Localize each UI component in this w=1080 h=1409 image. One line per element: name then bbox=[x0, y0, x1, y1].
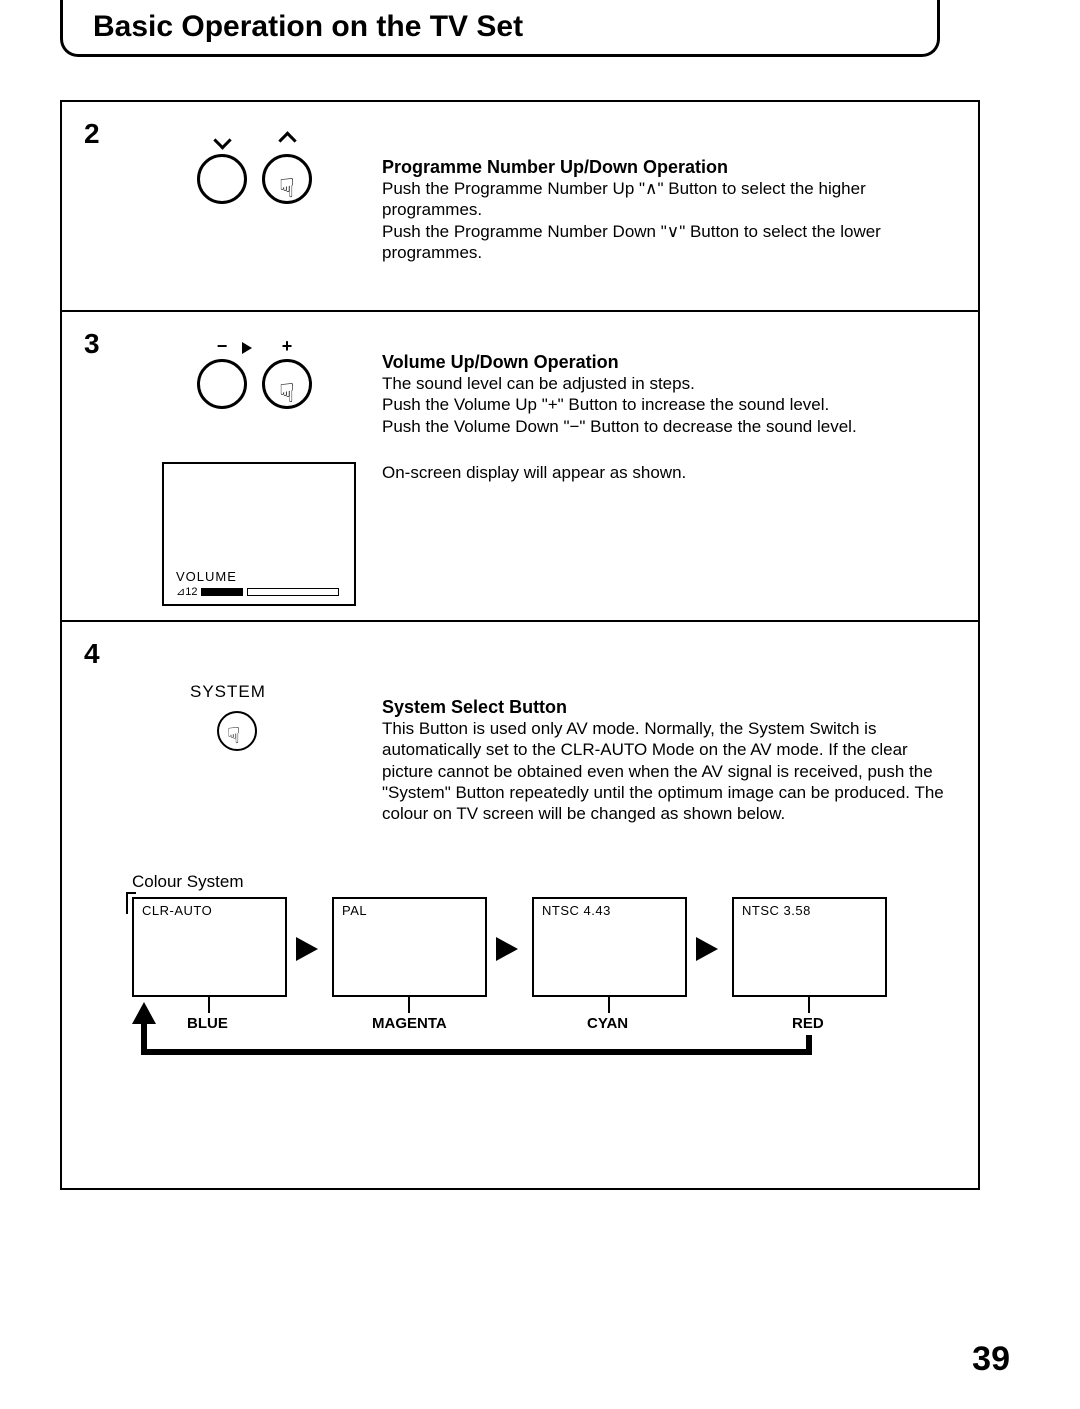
cs-node-ntsc358-label: NTSC 3.58 bbox=[742, 903, 811, 918]
cs-node-clr-auto: CLR-AUTO bbox=[132, 897, 287, 997]
section-3-body: The sound level can be adjusted in steps… bbox=[382, 373, 952, 437]
osd-volume-label: VOLUME bbox=[176, 569, 237, 584]
cs-title-connector bbox=[126, 892, 136, 914]
section-4-desc: System Select Button This Button is used… bbox=[382, 697, 952, 824]
cs-node-3-colour: CYAN bbox=[587, 1015, 628, 1032]
return-arrow-head-icon bbox=[132, 1002, 156, 1024]
section-2: 2 ☟ Programme Number Up/Down Operation P… bbox=[62, 102, 978, 312]
cs-node-2-connector bbox=[408, 997, 410, 1013]
vol-up-col: + ☟ bbox=[257, 337, 317, 409]
hand-pointer-icon: ☟ bbox=[279, 380, 295, 406]
cs-node-1-colour: BLUE bbox=[187, 1015, 228, 1032]
section-4-body: This Button is used only AV mode. Normal… bbox=[382, 718, 952, 824]
cs-arrow-1 bbox=[296, 937, 318, 961]
section-2-desc: Programme Number Up/Down Operation Push … bbox=[382, 157, 952, 263]
tv-osd-preview: VOLUME ⊿12 bbox=[162, 462, 356, 606]
osd-volume-bar: ⊿12 bbox=[176, 585, 339, 598]
main-content-box: 2 ☟ Programme Number Up/Down Operation P… bbox=[60, 100, 980, 1190]
vol-down-button[interactable] bbox=[197, 359, 247, 409]
section-4-heading: System Select Button bbox=[382, 697, 952, 718]
chevron-down-icon bbox=[192, 132, 252, 150]
speaker-icon bbox=[242, 339, 252, 357]
cs-arrow-2 bbox=[496, 937, 518, 961]
colour-system-title: Colour System bbox=[132, 872, 243, 892]
section-3-note-text: On-screen display will appear as shown. bbox=[382, 462, 952, 483]
cs-node-4-colour: RED bbox=[792, 1015, 824, 1032]
step-number-4: 4 bbox=[84, 638, 100, 670]
osd-bar-filled bbox=[201, 588, 243, 596]
prog-down-button[interactable] bbox=[197, 154, 247, 204]
cs-node-3-connector bbox=[608, 997, 610, 1013]
section-2-body: Push the Programme Number Up "∧" Button … bbox=[382, 178, 952, 263]
section-3: 3 − + ☟ Volume Up/Down Operation The sou… bbox=[62, 312, 978, 622]
cs-node-4-connector bbox=[808, 997, 810, 1013]
page-title: Basic Operation on the TV Set bbox=[93, 10, 897, 44]
cs-node-ntsc443: NTSC 4.43 bbox=[532, 897, 687, 997]
hand-pointer-icon: ☟ bbox=[279, 175, 295, 201]
section-4: 4 SYSTEM ☟ System Select Button This But… bbox=[62, 622, 978, 1187]
cs-node-pal: PAL bbox=[332, 897, 487, 997]
prog-down-col bbox=[192, 132, 252, 204]
system-button[interactable]: ☟ bbox=[217, 711, 257, 751]
cs-node-2-colour: MAGENTA bbox=[372, 1015, 447, 1032]
step-number-3: 3 bbox=[84, 328, 100, 360]
vol-up-button[interactable]: ☟ bbox=[262, 359, 312, 409]
cs-node-pal-label: PAL bbox=[342, 903, 367, 918]
section-3-note: On-screen display will appear as shown. bbox=[382, 462, 952, 483]
title-tab: Basic Operation on the TV Set bbox=[60, 0, 940, 57]
cs-node-clr-auto-label: CLR-AUTO bbox=[142, 903, 212, 918]
system-button-wrap: ☟ bbox=[217, 707, 257, 751]
hand-pointer-icon: ☟ bbox=[227, 725, 240, 747]
step-number-2: 2 bbox=[84, 118, 100, 150]
cs-node-1-connector bbox=[208, 997, 210, 1013]
page-number: 39 bbox=[972, 1340, 1010, 1379]
return-path-bottom-h bbox=[141, 1049, 812, 1055]
cs-arrow-3 bbox=[696, 937, 718, 961]
section-2-heading: Programme Number Up/Down Operation bbox=[382, 157, 952, 178]
manual-page: Basic Operation on the TV Set 2 ☟ Progr bbox=[0, 0, 1080, 1409]
prog-up-col: ☟ bbox=[257, 132, 317, 204]
osd-volume-value: ⊿12 bbox=[176, 585, 197, 598]
section-3-desc: Volume Up/Down Operation The sound level… bbox=[382, 352, 952, 437]
return-path-left-v bbox=[141, 1022, 147, 1055]
cs-node-ntsc443-label: NTSC 4.43 bbox=[542, 903, 611, 918]
plus-icon: + bbox=[257, 337, 317, 355]
prog-up-button[interactable]: ☟ bbox=[262, 154, 312, 204]
chevron-up-icon bbox=[257, 132, 317, 150]
system-button-label: SYSTEM bbox=[190, 682, 266, 702]
cs-node-ntsc358: NTSC 3.58 bbox=[732, 897, 887, 997]
section-3-heading: Volume Up/Down Operation bbox=[382, 352, 952, 373]
osd-bar-empty bbox=[247, 588, 339, 596]
